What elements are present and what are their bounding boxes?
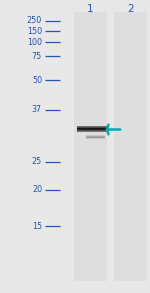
Text: 75: 75 [32, 52, 42, 61]
Bar [74, 12, 106, 281]
Text: 15: 15 [32, 222, 42, 231]
Bar [114, 12, 147, 281]
Text: 37: 37 [32, 105, 42, 114]
Text: 20: 20 [32, 185, 42, 194]
Text: 150: 150 [27, 27, 42, 36]
Text: 100: 100 [27, 38, 42, 47]
Text: 50: 50 [32, 76, 42, 85]
Text: 250: 250 [27, 16, 42, 25]
Text: 2: 2 [127, 4, 134, 14]
Text: 1: 1 [87, 4, 93, 14]
Text: 25: 25 [32, 157, 42, 166]
